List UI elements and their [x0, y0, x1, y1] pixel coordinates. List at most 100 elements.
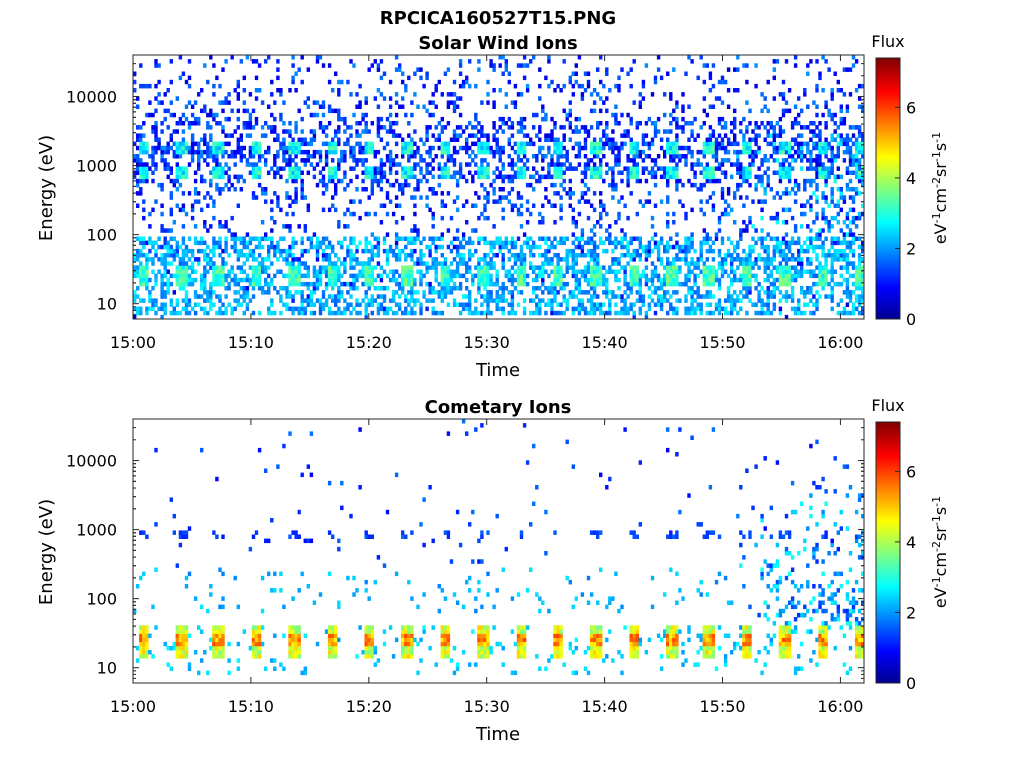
spectrogram-cell [599, 108, 603, 114]
spectrogram-cell [559, 170, 563, 175]
spectrogram-cell [763, 137, 767, 142]
spectrogram-cell [751, 244, 755, 250]
spectrogram-cell [218, 224, 222, 229]
spectrogram-cell [708, 248, 713, 254]
spectrogram-cell [364, 277, 368, 283]
spectrogram-cell [538, 83, 542, 89]
spectrogram-cell [568, 253, 572, 258]
spectrogram-cell [178, 174, 183, 180]
spectrogram-cell [151, 286, 155, 291]
spectrogram-cell [465, 286, 469, 291]
spectrogram-cell [702, 63, 706, 68]
spectrogram-cell [364, 261, 368, 266]
spectrogram-cell [434, 269, 438, 274]
spectrogram-cell [370, 310, 374, 316]
spectrogram-cell [632, 149, 636, 155]
spectrogram-cell [184, 79, 189, 85]
spectrogram-cell [672, 220, 676, 225]
spectrogram-cell [824, 149, 828, 155]
spectrogram-cell [300, 129, 304, 134]
spectrogram-cell [617, 286, 621, 291]
spectrogram-cell [251, 108, 256, 114]
spectrogram-cell [294, 174, 298, 180]
spectrogram-cell [139, 63, 143, 68]
spectrogram-cell [321, 191, 326, 196]
spectrogram-cell [294, 195, 298, 200]
spectrogram-cell [264, 121, 268, 126]
spectrogram-cell [327, 261, 332, 266]
spectrogram-cell [592, 149, 597, 155]
spectrogram-cell [705, 265, 709, 270]
spectrogram-cell [489, 149, 493, 155]
spectrogram-cell [471, 253, 475, 258]
spectrogram-cell [136, 125, 140, 130]
spectrogram-cell [428, 244, 432, 250]
spectrogram-cell [681, 203, 685, 208]
spectrogram-cell [577, 129, 582, 134]
spectrogram-cell [306, 96, 310, 101]
spectrogram-cell [340, 290, 344, 295]
spectrogram-cell [787, 281, 792, 287]
spectrogram-cell [364, 281, 368, 287]
spectrogram-cell [181, 265, 186, 270]
spectrogram-cell [245, 158, 250, 163]
spectrogram-cell [504, 121, 508, 126]
spectrogram-cell [215, 281, 219, 287]
spectrogram-cell [239, 277, 243, 283]
spectrogram-cell [270, 281, 274, 287]
spectrogram-cell [443, 269, 448, 274]
spectrogram-cell [184, 281, 189, 287]
spectrogram-cell [300, 302, 304, 307]
spectrogram-cell [592, 88, 597, 93]
spectrogram-cell [623, 281, 627, 287]
spectrogram-cell [136, 133, 140, 138]
spectrogram-cell [461, 79, 466, 85]
spectrogram-cell [212, 174, 216, 180]
spectrogram-cell [708, 281, 713, 287]
spectrogram-cell [656, 154, 661, 159]
spectrogram-cell [443, 203, 448, 208]
spectrogram-cell [437, 261, 441, 266]
spectrogram-cell [346, 248, 350, 254]
spectrogram-cell [236, 178, 240, 184]
spectrogram-cell [376, 125, 381, 130]
spectrogram-cell [717, 220, 722, 225]
spectrogram-cell [154, 162, 158, 167]
spectrogram-cell [571, 248, 575, 254]
spectrogram-cell [559, 149, 563, 155]
spectrogram-cell [279, 145, 283, 151]
spectrogram-cell [769, 261, 773, 266]
spectrogram-cell [690, 244, 694, 250]
spectrogram-cell [821, 248, 825, 254]
spectrogram-cell [175, 170, 179, 175]
spectrogram-cell [784, 277, 789, 283]
spectrogram-cell [592, 207, 597, 213]
spectrogram-cell [708, 141, 713, 147]
spectrogram-cell [784, 207, 789, 213]
spectrogram-cell [321, 125, 326, 130]
spectrogram-cell [632, 236, 636, 241]
spectrogram-cell [812, 302, 816, 307]
spectrogram-cell [690, 149, 694, 155]
spectrogram-cell [717, 141, 722, 147]
spectrogram-cell [711, 166, 716, 171]
spectrogram-cell [663, 244, 667, 250]
spectrogram-cell [388, 277, 393, 283]
spectrogram-cell [821, 88, 825, 93]
spectrogram-cell [626, 178, 630, 184]
spectrogram-cell [239, 158, 243, 163]
spectrogram-cell [775, 170, 780, 175]
spectrogram-cell [455, 269, 460, 274]
spectrogram-cell [793, 137, 798, 142]
spectrogram-cell [230, 232, 234, 237]
spectrogram-cell [577, 145, 582, 151]
spectrogram-cell [580, 306, 585, 312]
spectrogram-cell [428, 253, 432, 258]
spectrogram-cell [337, 286, 341, 291]
spectrogram-cell [449, 248, 454, 254]
spectrogram-cell [784, 244, 789, 250]
spectrogram-cell [401, 269, 405, 274]
spectrogram-cell [690, 133, 694, 138]
spectrogram-cell [784, 59, 789, 64]
spectrogram-cell [407, 298, 411, 303]
